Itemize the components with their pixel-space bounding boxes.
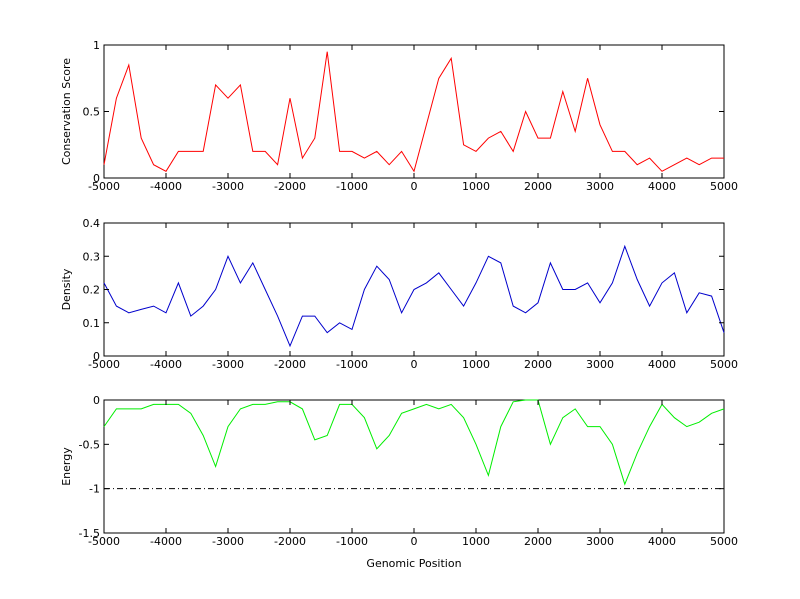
x-tick-label: 3000 [586, 358, 614, 371]
y-axis-label: Conservation Score [60, 58, 73, 165]
x-tick-label: -3000 [212, 180, 244, 193]
y-tick-label: 0 [93, 350, 100, 363]
plot-area [103, 399, 725, 534]
y-tick-label: 0.4 [83, 217, 101, 230]
y-axis-label: Density [60, 268, 73, 310]
y-tick-label: 1 [93, 39, 100, 52]
data-line [103, 51, 724, 173]
x-tick-label: -2000 [274, 535, 306, 548]
data-line [103, 244, 725, 348]
x-tick-label: 4000 [648, 358, 676, 371]
x-tick-label: 5000 [710, 535, 738, 548]
x-tick-label: 1000 [462, 180, 490, 193]
x-tick-label: 4000 [648, 535, 676, 548]
x-tick-label: -5000 [88, 180, 120, 193]
x-tick-label: -1000 [336, 358, 368, 371]
x-tick-label: -4000 [150, 180, 182, 193]
x-tick-label: 4000 [648, 180, 676, 193]
x-tick-label: 2000 [524, 535, 552, 548]
x-tick-label: 1000 [462, 535, 490, 548]
data-line [103, 399, 725, 486]
y-tick-label: 0.1 [83, 317, 101, 330]
x-tick-label: 3000 [586, 535, 614, 548]
x-tick-label: 0 [411, 358, 418, 371]
plot-area [103, 44, 725, 179]
x-tick-label: -3000 [212, 535, 244, 548]
x-tick-label: 0 [411, 180, 418, 193]
y-tick-label: 0.3 [83, 250, 101, 263]
x-tick-label: -1000 [336, 180, 368, 193]
x-tick-label: 5000 [710, 358, 738, 371]
x-tick-label: -3000 [212, 358, 244, 371]
x-tick-label: -2000 [274, 358, 306, 371]
x-tick-label: 1000 [462, 358, 490, 371]
x-tick-label: 0 [411, 535, 418, 548]
y-tick-label: -1 [89, 483, 100, 496]
x-tick-label: -2000 [274, 180, 306, 193]
x-tick-label: -4000 [150, 358, 182, 371]
y-tick-label: 0 [93, 172, 100, 185]
y-tick-label: -0.5 [79, 438, 100, 451]
y-tick-label: 0.2 [83, 284, 101, 297]
y-tick-label: -1.5 [79, 527, 100, 540]
y-tick-label: 0 [93, 394, 100, 407]
x-axis-label: Genomic Position [366, 557, 461, 570]
x-tick-label: 2000 [524, 180, 552, 193]
x-tick-label: -5000 [88, 535, 120, 548]
x-tick-label: -1000 [336, 535, 368, 548]
x-tick-label: 5000 [710, 180, 738, 193]
y-tick-label: 0.5 [83, 106, 101, 119]
x-tick-label: 3000 [586, 180, 614, 193]
x-tick-label: 2000 [524, 358, 552, 371]
x-tick-label: -4000 [150, 535, 182, 548]
y-axis-label: Energy [60, 447, 73, 486]
x-tick-label: -5000 [88, 358, 120, 371]
